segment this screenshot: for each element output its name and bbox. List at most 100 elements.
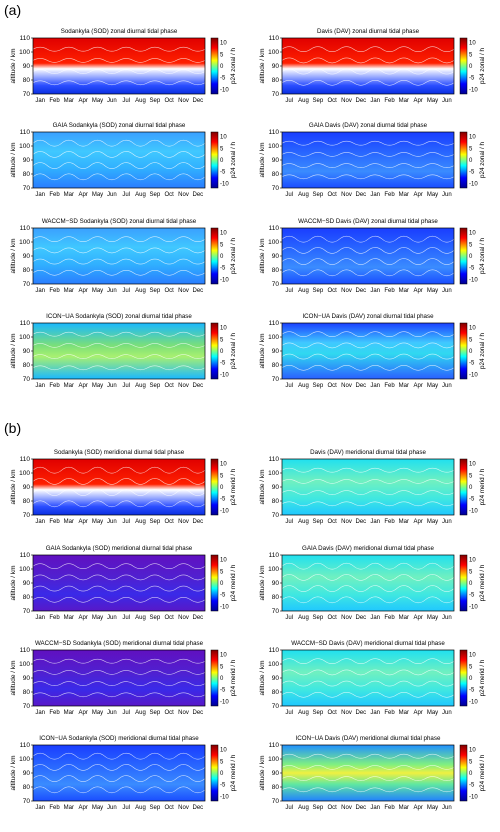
y-tick-label: 80	[272, 171, 280, 178]
x-tick-label: Apr	[413, 519, 422, 525]
y-tick-label: 70	[23, 376, 31, 383]
x-tick-label: Dec	[192, 383, 203, 389]
contour-line	[281, 68, 455, 75]
x-tick-label: May	[427, 192, 438, 198]
contour-line	[281, 57, 455, 64]
x-tick-label: Oct	[164, 98, 174, 104]
colorbar-tick-label: -5	[469, 593, 475, 599]
y-axis-label: altitude / km	[259, 565, 266, 600]
x-tick-label: May	[427, 98, 438, 104]
colorbar-label: p24 zonal / h	[479, 237, 486, 274]
heatmap-field	[33, 132, 205, 188]
y-tick-label: 80	[23, 498, 31, 505]
x-tick-label: Oct	[164, 288, 174, 294]
x-tick-label: Nov	[341, 288, 352, 294]
contour-line	[32, 258, 206, 265]
chart-title: WACCM−SD Sodankyla (SOD) meridional diur…	[35, 640, 204, 647]
contour-line	[281, 140, 455, 146]
x-tick-label: Apr	[413, 615, 422, 621]
y-tick-label: 70	[23, 608, 31, 615]
y-tick-label: 90	[272, 63, 280, 70]
contour-line	[281, 163, 455, 168]
contour-line	[281, 501, 455, 507]
colorbar-label: p24 merid / h	[230, 468, 237, 505]
y-tick-label: 70	[272, 608, 280, 615]
contour-line	[281, 692, 455, 698]
x-tick-label: Jun	[442, 805, 452, 811]
x-tick-label: Sep	[149, 710, 160, 716]
x-tick-label: Feb	[384, 615, 395, 621]
x-tick-label: Jan	[370, 710, 380, 716]
heatmap-field	[282, 132, 454, 188]
x-tick-label: Mar	[399, 805, 409, 811]
colorbar-tick-label: -10	[220, 699, 229, 705]
y-tick-label: 110	[269, 129, 280, 136]
contour-line	[32, 247, 206, 254]
colorbar-label: p24 merid / h	[479, 659, 486, 696]
x-tick-label: Aug	[298, 710, 309, 716]
colorbar	[210, 322, 219, 380]
contour-line	[32, 752, 206, 760]
x-tick-label: Jan	[35, 288, 45, 294]
colorbar	[459, 37, 468, 95]
y-tick-label: 80	[23, 267, 31, 274]
x-tick-label: Mar	[64, 192, 74, 198]
x-tick-label: Feb	[49, 519, 60, 525]
y-tick-label: 90	[272, 253, 280, 260]
x-tick-label: Oct	[164, 805, 174, 811]
x-tick-label: May	[92, 710, 103, 716]
y-tick-label: 110	[20, 552, 31, 559]
colorbar-tick-label: 5	[469, 52, 473, 58]
heatmap-field	[282, 650, 454, 706]
x-tick-label: Jan	[370, 98, 380, 104]
heatmap-field	[282, 38, 454, 94]
contour-line	[281, 562, 455, 570]
colorbar-tick-label: 5	[220, 473, 224, 479]
chart-panel-5: WACCM−SD Sodankyla (SOD) zonal diurnal t…	[10, 218, 237, 294]
x-tick-label: Jul	[285, 805, 293, 811]
chart-title: GAIA Davis (DAV) zonal diurnal tidal pha…	[309, 122, 428, 129]
colorbar-tick-label: -5	[220, 170, 226, 176]
y-tick-label: 80	[23, 594, 31, 601]
colorbar-tick-label: -5	[469, 783, 475, 789]
heatmap-field	[282, 459, 454, 515]
x-tick-label: Apr	[78, 288, 87, 294]
contour-line	[281, 235, 455, 243]
x-tick-label: Apr	[413, 805, 422, 811]
x-tick-label: Dec	[355, 192, 366, 198]
y-axis-label: altitude / km	[259, 660, 266, 695]
chart-panel-1: Sodankyla (SOD) zonal diurnal tidal phas…	[10, 28, 237, 104]
x-tick-label: Jul	[285, 519, 293, 525]
contour-line	[281, 174, 455, 180]
contour-line	[32, 764, 206, 771]
contour-line	[281, 269, 455, 277]
x-tick-label: Jan	[35, 519, 45, 525]
colorbar-tick-label: 5	[220, 337, 224, 343]
y-tick-label: 80	[272, 498, 280, 505]
x-tick-label: Nov	[341, 519, 352, 525]
contour-line	[32, 681, 206, 686]
contour-line	[32, 585, 206, 592]
y-tick-label: 80	[272, 267, 280, 274]
colorbar-tick-label: -10	[220, 604, 229, 610]
x-tick-label: Jul	[122, 192, 130, 198]
y-axis-label: altitude / km	[10, 333, 17, 368]
colorbar-tick-label: 5	[469, 242, 473, 248]
x-tick-label: Jun	[107, 192, 117, 198]
heatmap-field	[33, 745, 205, 801]
contour-line	[281, 479, 455, 484]
x-tick-label: May	[427, 383, 438, 389]
chart-panel-6: WACCM−SD Davis (DAV) zonal diurnal tidal…	[259, 218, 486, 294]
x-tick-label: Apr	[78, 192, 87, 198]
colorbar-tick-label: -10	[469, 372, 478, 378]
colorbar-tick-label: -5	[469, 497, 475, 503]
y-tick-label: 90	[272, 348, 280, 355]
x-tick-label: Feb	[384, 519, 395, 525]
x-tick-label: Jul	[122, 383, 130, 389]
chart-title: Sodankyla (SOD) zonal diurnal tidal phas…	[61, 28, 178, 35]
colorbar	[459, 227, 468, 285]
contour-line	[32, 151, 206, 158]
x-tick-label: Feb	[384, 98, 395, 104]
x-tick-label: Apr	[78, 805, 87, 811]
y-tick-label: 80	[272, 362, 280, 369]
